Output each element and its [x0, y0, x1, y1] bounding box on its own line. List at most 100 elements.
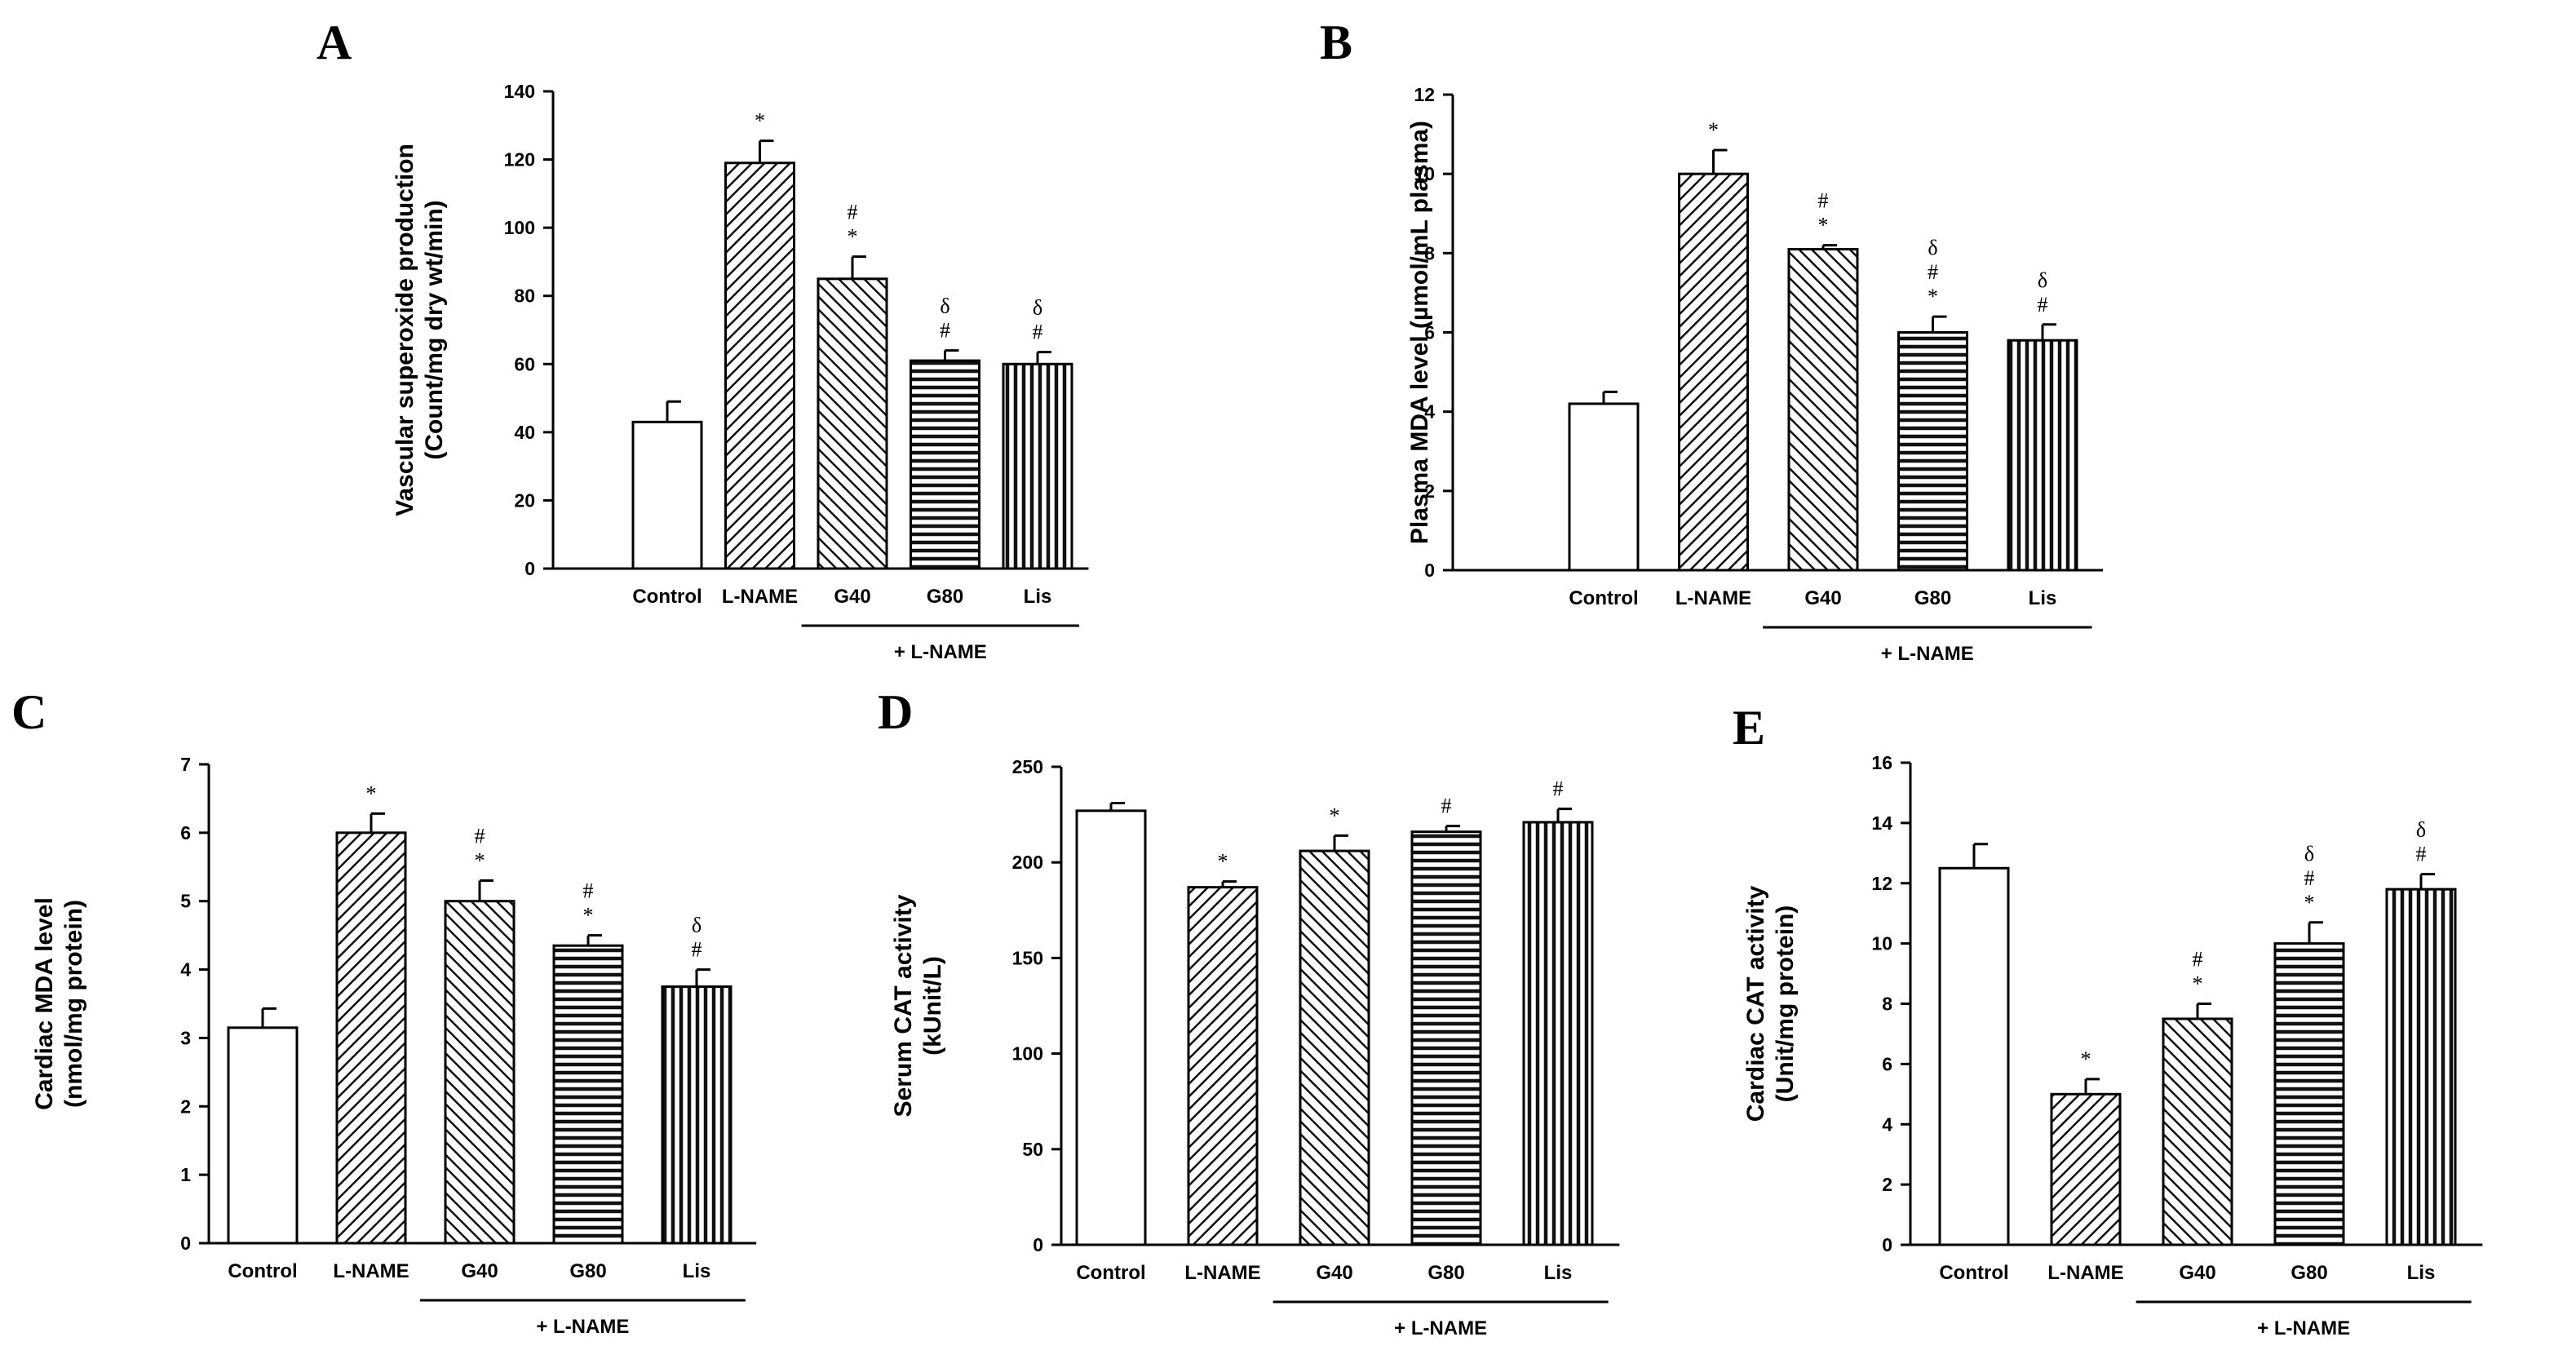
panel-letter-c: C: [11, 685, 46, 739]
significance-marker: *: [1928, 285, 1938, 308]
significance-marker: *: [1818, 214, 1829, 237]
x-category-label: Control: [632, 586, 702, 608]
y-tick-label: 50: [1022, 1139, 1043, 1160]
significance-marker: *: [848, 225, 858, 249]
y-tick-label: 4: [180, 959, 191, 981]
group-label: + L-NAME: [536, 1316, 629, 1338]
significance-marker: δ: [1928, 236, 1937, 259]
y-tick-label: 16: [1871, 752, 1892, 773]
bar: [1568, 402, 1640, 572]
y-tick-label: 5: [180, 891, 191, 912]
significance-marker: *: [2081, 1047, 2091, 1071]
panel-letter-b: B: [1320, 15, 1352, 69]
plot-area-a: 0 20 40 60 80 100 120 140 Vascular superoxide pr…: [392, 81, 1089, 663]
chart-panel-e: E 0 2 4 6 8 10 12 14 16 Cardiac CAT activity (Unit…: [1733, 701, 2483, 1339]
x-category-label: L-NAME: [333, 1260, 409, 1282]
significance-marker: #: [940, 319, 950, 343]
y-tick-label: 6: [180, 822, 191, 843]
bar: [1938, 866, 2010, 1246]
significance-marker: *: [2193, 972, 2203, 996]
y-tick-label: 8: [1424, 242, 1435, 263]
x-category-label: Lis: [1544, 1262, 1573, 1284]
bar: [661, 985, 733, 1245]
x-category-label: Control: [1569, 587, 1638, 609]
significance-marker: #: [1553, 777, 1564, 801]
bar: [1897, 331, 1968, 572]
significance-marker: δ: [2038, 268, 2047, 292]
y-tick-label: 100: [504, 217, 535, 238]
plot-area-b: 0 2 4 6 8 10 12 Plasma MDA level (µmol/mL plasm…: [1406, 84, 2103, 665]
significance-marker: *: [1708, 118, 1719, 142]
group-label: + L-NAME: [2257, 1317, 2350, 1339]
significance-marker: δ: [2416, 818, 2426, 842]
y-tick-label: 4: [1882, 1113, 1892, 1135]
y-tick-label: 200: [1012, 852, 1043, 873]
x-category-label: G40: [1316, 1262, 1352, 1284]
y-axis-title: Plasma MDA level (µmol/mL plasma): [1406, 121, 1433, 544]
group-label: + L-NAME: [894, 641, 987, 663]
x-category-label: G40: [2179, 1262, 2215, 1284]
y-tick-label: 0: [1424, 560, 1435, 581]
significance-marker: *: [475, 849, 485, 873]
bar: [335, 831, 407, 1245]
x-category-label: G40: [1804, 587, 1841, 609]
significance-marker: δ: [1033, 296, 1042, 320]
y-tick-label: 14: [1871, 812, 1892, 834]
y-tick-label: 150: [1012, 947, 1043, 968]
x-category-label: G80: [2291, 1262, 2327, 1284]
bar: [2007, 339, 2078, 572]
significance-marker: #: [848, 201, 858, 224]
x-category-label: L-NAME: [722, 586, 798, 608]
y-tick-label: 6: [1424, 322, 1435, 343]
bar: [1410, 830, 1482, 1246]
chart-panel-d: D 0 50 100 150 200 250 Serum CAT activity (kUni…: [878, 685, 1620, 1339]
x-category-label: G80: [1427, 1262, 1464, 1284]
bar: [724, 162, 795, 570]
plot-area-d: 0 50 100 150 200 250 Serum CAT activity (kUnit/…: [890, 756, 1620, 1339]
significance-marker: #: [692, 938, 702, 962]
significance-marker: *: [583, 904, 594, 927]
bar: [444, 900, 516, 1245]
significance-marker: #: [583, 879, 594, 903]
significance-marker: *: [1218, 850, 1228, 874]
x-category-label: Lis: [2407, 1262, 2436, 1284]
y-axis-title: Vascular superoxide production: [392, 144, 418, 516]
significance-marker: #: [1441, 795, 1452, 818]
bar: [910, 359, 980, 570]
y-tick-label: 40: [514, 422, 535, 443]
x-category-label: Control: [1076, 1262, 1145, 1284]
y-tick-label: 3: [180, 1027, 191, 1048]
y-tick-label: 10: [1871, 933, 1892, 954]
significance-marker: #: [1928, 260, 1938, 284]
significance-marker: δ: [692, 914, 702, 937]
significance-marker: δ: [2304, 842, 2314, 865]
significance-marker: *: [366, 781, 377, 805]
y-tick-label: 2: [180, 1096, 191, 1117]
x-category-label: Control: [1939, 1262, 2008, 1284]
y-axis-title: Serum CAT activity: [890, 894, 917, 1117]
bar: [631, 420, 703, 570]
bar: [1299, 849, 1370, 1246]
bar: [227, 1026, 299, 1245]
chart-panel-a: A 0 20 40 60 80 100 120 140 Vascular superoxide …: [316, 15, 1089, 663]
y-axis-title: Cardiac CAT activity: [1742, 885, 1769, 1122]
bar: [2273, 942, 2345, 1246]
significance-marker: *: [1330, 803, 1340, 827]
y-tick-label: 6: [1882, 1053, 1892, 1074]
chart-panel-b: B 0 2 4 6 8 10 12 Plasma MDA level (µmol/mL pla…: [1320, 15, 2103, 665]
y-tick-label: 4: [1424, 401, 1435, 423]
y-axis-title: Cardiac MDA level: [31, 897, 58, 1110]
x-category-label: Lis: [683, 1260, 711, 1282]
bar: [1522, 821, 1594, 1246]
significance-marker: #: [1033, 321, 1043, 344]
significance-marker: #: [1818, 189, 1829, 213]
bar: [2162, 1017, 2233, 1246]
bar: [552, 944, 624, 1245]
y-tick-label: 0: [1882, 1234, 1892, 1255]
y-tick-label: 8: [1882, 994, 1892, 1015]
plot-area-c: 0 1 2 3 4 5 6 7 Cardiac MDA level (nmol/mg protei…: [31, 754, 757, 1338]
x-category-label: G40: [834, 586, 870, 608]
significance-marker: #: [2416, 843, 2427, 866]
significance-marker: #: [2193, 948, 2203, 972]
